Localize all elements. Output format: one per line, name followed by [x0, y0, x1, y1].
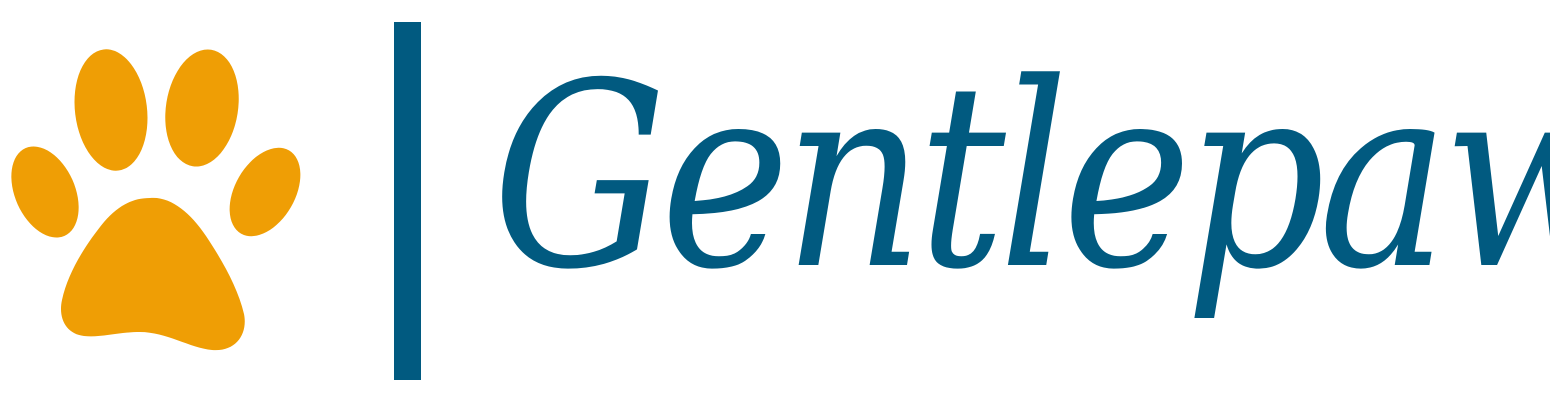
brand-name: Gentlepaw	[492, 29, 1550, 326]
paw-toe-outer-left	[11, 146, 79, 238]
paw-pad	[60, 197, 245, 351]
paw-toe-left	[74, 49, 148, 171]
divider-bar	[394, 22, 421, 380]
paw-toe-outer-right	[229, 147, 301, 237]
paw-toe-middle	[165, 49, 239, 167]
paw-print-icon	[11, 49, 301, 351]
